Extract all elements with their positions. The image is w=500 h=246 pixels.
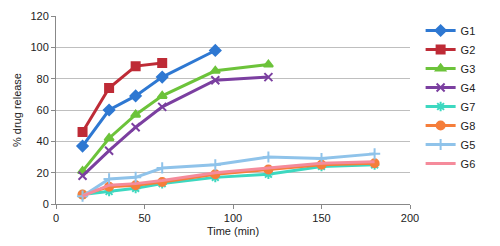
svg-text:100: 100 — [224, 212, 242, 224]
svg-text:G4: G4 — [461, 82, 476, 94]
svg-text:G7: G7 — [461, 101, 476, 113]
svg-text:50: 50 — [138, 212, 150, 224]
svg-text:0: 0 — [53, 212, 59, 224]
svg-text:100: 100 — [30, 41, 48, 53]
svg-text:G2: G2 — [461, 44, 476, 56]
svg-text:G3: G3 — [461, 63, 476, 75]
svg-text:G6: G6 — [461, 158, 476, 170]
svg-text:G5: G5 — [461, 139, 476, 151]
svg-text:% drug release: % drug release — [11, 73, 23, 147]
svg-text:G1: G1 — [461, 25, 476, 37]
svg-text:40: 40 — [37, 135, 49, 147]
svg-text:60: 60 — [37, 104, 49, 116]
svg-text:Time (min): Time (min) — [207, 225, 259, 237]
svg-text:80: 80 — [37, 73, 49, 85]
svg-text:G8: G8 — [461, 120, 476, 132]
svg-text:120: 120 — [30, 10, 48, 22]
svg-text:150: 150 — [312, 212, 330, 224]
svg-text:20: 20 — [37, 167, 49, 179]
svg-text:200: 200 — [401, 212, 419, 224]
svg-text:0: 0 — [43, 198, 49, 210]
